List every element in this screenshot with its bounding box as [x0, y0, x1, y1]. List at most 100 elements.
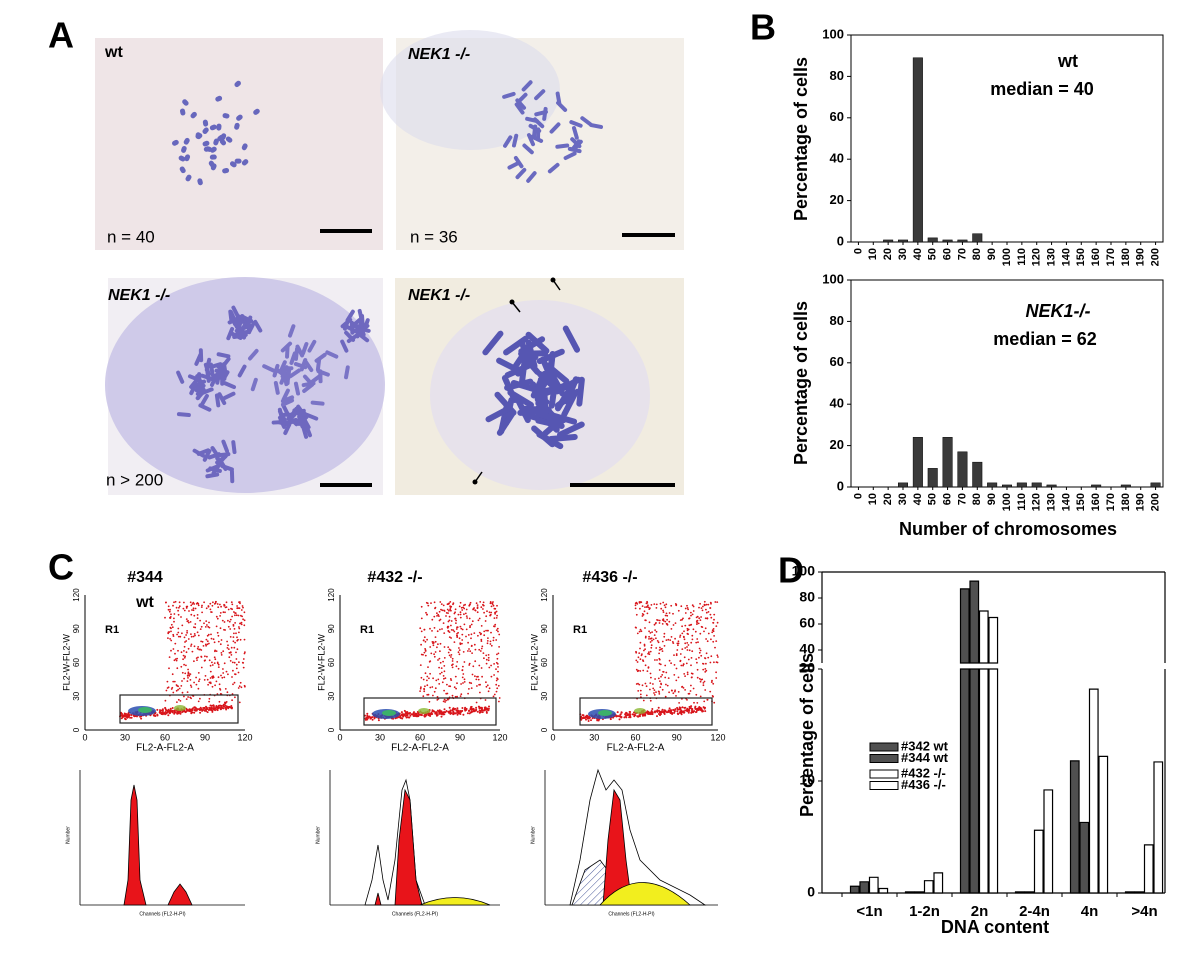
event-dot — [656, 709, 659, 712]
event-dot — [453, 686, 456, 689]
peak-g2 — [394, 788, 423, 906]
chromosome — [580, 116, 593, 127]
event-dot — [461, 642, 463, 645]
bar — [957, 239, 968, 243]
event-dot — [460, 627, 463, 630]
bar — [1091, 484, 1102, 488]
event-dot — [165, 689, 168, 692]
event-dot — [205, 620, 208, 622]
event-dot — [587, 720, 590, 722]
chromosome — [295, 344, 305, 358]
event-dot — [201, 640, 204, 643]
event-dot — [653, 694, 656, 696]
histogram-y-title: Number — [65, 826, 71, 844]
event-dot — [681, 625, 683, 628]
event-dot — [433, 653, 435, 656]
event-dot — [665, 612, 668, 615]
event-dot — [461, 609, 464, 611]
event-dot — [230, 707, 233, 710]
event-dot — [480, 706, 483, 709]
event-dot — [644, 664, 647, 667]
event-dot — [235, 663, 238, 666]
event-dot — [192, 609, 195, 612]
event-dot — [451, 709, 454, 712]
event-dot — [182, 654, 185, 657]
y-tick-label: 80 — [830, 313, 844, 328]
event-dot — [173, 601, 175, 604]
event-dot — [634, 626, 637, 629]
event-dot — [180, 685, 183, 687]
event-dot — [235, 651, 237, 654]
event-dot — [215, 706, 218, 709]
event-dot — [209, 664, 212, 667]
peak-g1 — [374, 892, 382, 906]
event-dot — [641, 684, 644, 687]
event-dot — [234, 641, 237, 644]
event-dot — [190, 645, 192, 647]
event-dot — [705, 603, 708, 606]
event-dot — [676, 642, 679, 645]
event-dot — [662, 611, 665, 613]
event-dot — [450, 637, 452, 639]
event-dot — [711, 695, 714, 697]
event-dot — [196, 617, 199, 620]
event-dot — [243, 619, 246, 622]
event-dot — [492, 604, 495, 607]
event-dot — [237, 614, 240, 617]
event-dot — [698, 617, 701, 620]
event-dot — [662, 671, 665, 673]
event-dot — [691, 650, 694, 653]
x-tick-label: 80 — [971, 493, 983, 505]
event-dot — [681, 706, 684, 709]
event-dot — [697, 641, 699, 644]
event-dot — [663, 635, 666, 638]
x-tick-label: 1-2n — [909, 903, 940, 920]
event-dot — [174, 711, 176, 714]
x-tick-label: 10 — [867, 248, 879, 260]
event-dot — [487, 656, 490, 659]
chromosome — [231, 440, 237, 455]
event-dot — [461, 709, 464, 712]
event-dot — [487, 659, 490, 662]
event-dot — [457, 711, 460, 714]
gate — [119, 694, 239, 724]
event-dot — [172, 648, 175, 650]
event-dot — [635, 613, 638, 616]
flow-x-tick: 120 — [492, 732, 507, 742]
event-dot — [645, 685, 648, 688]
event-dot — [167, 686, 170, 689]
event-dot — [684, 647, 687, 649]
event-dot — [702, 605, 704, 608]
x-tick-label: 170 — [1105, 248, 1117, 266]
event-dot — [485, 654, 488, 657]
event-dot — [495, 629, 498, 631]
event-dot — [435, 679, 438, 682]
event-dot — [687, 644, 690, 646]
event-dot — [225, 708, 228, 711]
event-dot — [675, 695, 677, 697]
event-dot — [427, 604, 430, 607]
chromosome — [214, 393, 221, 408]
event-dot — [214, 684, 217, 687]
event-dot — [464, 706, 467, 709]
chromosome — [277, 415, 287, 429]
event-dot — [642, 660, 645, 662]
event-dot — [419, 687, 422, 690]
event-dot — [426, 675, 429, 678]
event-dot — [240, 686, 243, 689]
event-dot — [716, 621, 719, 624]
chromosome — [182, 99, 189, 106]
event-dot — [493, 617, 496, 619]
event-dot — [238, 685, 241, 688]
event-dot — [624, 712, 627, 715]
event-dot — [674, 708, 677, 711]
event-dot — [704, 657, 706, 659]
flow-x-tick: 90 — [455, 732, 465, 742]
event-dot — [211, 710, 214, 713]
x-tick-label: 30 — [897, 493, 909, 505]
chromosome — [227, 316, 241, 325]
event-dot — [684, 706, 687, 709]
event-dot — [127, 713, 130, 716]
x-tick-label: 200 — [1149, 493, 1161, 511]
event-dot — [664, 614, 667, 617]
